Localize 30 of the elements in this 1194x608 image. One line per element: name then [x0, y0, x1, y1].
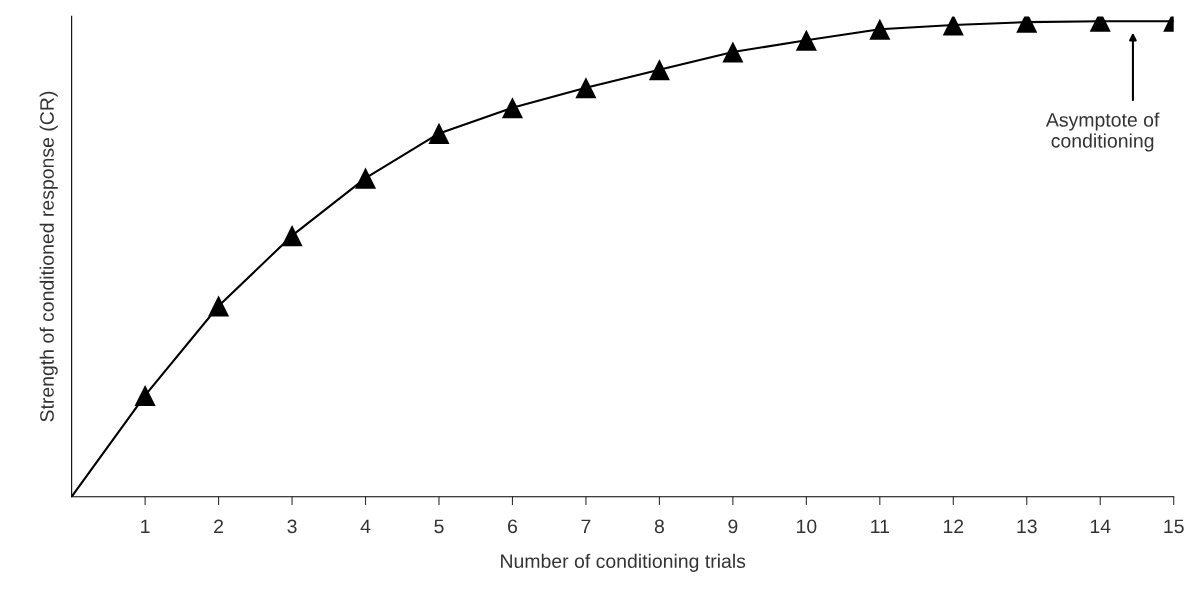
x-tick-label: 15	[1164, 519, 1184, 534]
point	[501, 97, 523, 119]
point	[648, 59, 670, 81]
point	[208, 295, 230, 317]
x-tick-label: 10	[797, 519, 817, 534]
point	[281, 225, 303, 247]
point	[354, 167, 377, 189]
x-tick-label: 14	[1090, 519, 1111, 534]
point	[722, 41, 744, 63]
x-tick-label: 3	[287, 519, 297, 534]
x-tick-label: 11	[871, 519, 889, 534]
point	[575, 77, 597, 99]
x-tick-label: 5	[434, 519, 444, 534]
x-tick-label: 12	[943, 519, 964, 534]
point	[942, 16, 964, 36]
x-tick-label: 13	[1017, 519, 1037, 534]
x-tick-label: 2	[214, 519, 224, 534]
x-tick-label: 4	[360, 519, 371, 534]
x-tick-label: 6	[508, 519, 518, 534]
annotation: Asymptote of conditioning	[1045, 112, 1160, 152]
point	[134, 384, 156, 406]
x-tick-label: 7	[581, 519, 591, 534]
x-tick-label: 1	[141, 519, 150, 534]
x-tick-label: 9	[728, 519, 738, 534]
point	[428, 122, 450, 144]
point	[795, 29, 817, 51]
x-axis-title: Number of conditioning trials	[501, 553, 746, 572]
x-tick-label: 8	[654, 519, 664, 534]
y-axis-title: Strength of conditioned response (CR)	[39, 91, 58, 422]
point	[869, 18, 891, 40]
